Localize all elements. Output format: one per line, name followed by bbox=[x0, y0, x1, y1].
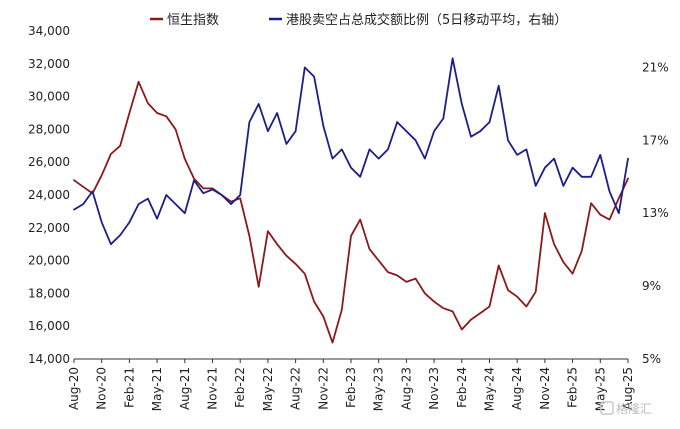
y-right-tick-label: 21% bbox=[642, 60, 669, 74]
y-axis-left: 14,000 16,000 18,000 20,000 22,000 24,000 26,0… bbox=[28, 24, 70, 366]
legend-label-hsi: 恒生指数 bbox=[167, 13, 219, 28]
y-left-tick-label: 20,000 bbox=[28, 254, 70, 268]
x-tick-label: Feb-25 bbox=[566, 367, 580, 408]
x-axis: Aug-20 Nov-20 Feb-21 May-21 Aug-21 Nov-21 Feb-… bbox=[67, 359, 635, 411]
watermark-text: 格隆汇 bbox=[616, 401, 652, 416]
x-tick-label: Feb-21 bbox=[122, 367, 136, 408]
x-tick-label: Aug-20 bbox=[67, 367, 81, 410]
legend-label-short-ratio: 港股卖空占总成交额比例（5日移动平均，右轴） bbox=[286, 12, 567, 28]
x-tick-label: Nov-20 bbox=[95, 367, 109, 410]
x-tick-label: Aug-24 bbox=[510, 367, 524, 410]
y-right-tick-label: 9% bbox=[642, 279, 661, 293]
x-tick-label: Feb-23 bbox=[344, 367, 358, 408]
watermark: 格隆汇 bbox=[600, 401, 652, 416]
y-right-tick-label: 5% bbox=[642, 352, 661, 366]
y-left-tick-label: 30,000 bbox=[28, 90, 70, 104]
x-tick-label: Nov-23 bbox=[427, 367, 441, 410]
y-left-tick-label: 18,000 bbox=[28, 286, 70, 300]
watermark-logo-icon bbox=[600, 401, 614, 415]
x-tick-label: Nov-22 bbox=[316, 367, 330, 410]
x-tick-label: Nov-21 bbox=[206, 367, 220, 410]
x-tick-label: Aug-22 bbox=[289, 367, 303, 410]
y-left-tick-label: 14,000 bbox=[28, 352, 70, 366]
x-tick-label: May-25 bbox=[593, 367, 607, 411]
x-tick-label: May-23 bbox=[372, 367, 386, 411]
y-left-tick-label: 32,000 bbox=[28, 57, 70, 71]
x-tick-label: Aug-23 bbox=[399, 367, 413, 410]
x-tick-label: May-21 bbox=[150, 367, 164, 411]
y-left-tick-label: 24,000 bbox=[28, 188, 70, 202]
plot-lines bbox=[73, 57, 629, 344]
y-right-tick-label: 17% bbox=[642, 133, 669, 147]
series-line-hsi bbox=[73, 80, 629, 344]
x-tick-label: Aug-21 bbox=[178, 367, 192, 410]
y-left-tick-label: 28,000 bbox=[28, 122, 70, 136]
legend: 恒生指数 港股卖空占总成交额比例（5日移动平均，右轴） bbox=[150, 12, 567, 28]
y-axis-right: 5% 9% 13% 17% 21% bbox=[642, 60, 669, 366]
y-left-tick-label: 22,000 bbox=[28, 221, 70, 235]
x-tick-label: May-22 bbox=[261, 367, 275, 411]
y-left-tick-label: 26,000 bbox=[28, 155, 70, 169]
x-tick-label: Nov-24 bbox=[538, 367, 552, 410]
y-left-tick-label: 16,000 bbox=[28, 319, 70, 333]
x-tick-label: Feb-22 bbox=[233, 367, 247, 408]
x-tick-label: Aug-25 bbox=[621, 367, 635, 410]
series-line-short-ratio bbox=[73, 57, 629, 246]
y-right-tick-label: 13% bbox=[642, 206, 669, 220]
x-tick-label: May-24 bbox=[483, 367, 497, 411]
y-left-tick-label: 34,000 bbox=[28, 24, 70, 38]
x-tick-label: Feb-24 bbox=[455, 367, 469, 408]
